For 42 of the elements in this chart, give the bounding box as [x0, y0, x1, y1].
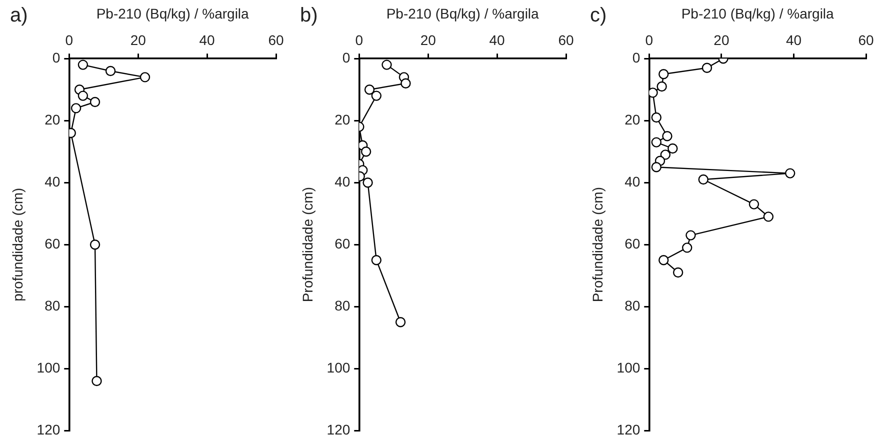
y-tick-label: 120: [326, 421, 350, 438]
x-tick-label: 20: [714, 32, 730, 48]
y-tick-label: 80: [624, 297, 640, 314]
y-tick-label: 100: [616, 359, 640, 376]
x-tick-label: 0: [65, 32, 74, 48]
x-axis-title: Pb-210 (Bq/kg) / %argila: [681, 5, 834, 22]
y-tick-label: 40: [334, 173, 350, 190]
x-tick-label: 0: [645, 32, 654, 48]
x-tick-label: 20: [420, 32, 436, 48]
y-tick-label: 40: [44, 173, 60, 190]
y-tick-label: 120: [36, 421, 60, 438]
chart-title: a): [10, 4, 28, 27]
y-tick-label: 60: [624, 235, 640, 252]
x-tick-label: 20: [130, 32, 146, 48]
y-tick-label: 120: [616, 421, 640, 438]
y-axis-title: profundidade (cm): [9, 188, 26, 302]
x-tick-label: 40: [786, 32, 802, 48]
x-tick-label: 0: [355, 32, 364, 48]
y-tick-label: 20: [334, 111, 350, 128]
y-tick-label: 0: [632, 49, 640, 66]
x-axis-title: Pb-210 (Bq/kg) / %argila: [96, 5, 250, 22]
y-tick-label: 60: [44, 235, 60, 252]
y-tick-label: 0: [52, 49, 60, 66]
x-tick-label: 40: [489, 32, 506, 48]
chart-title: b): [300, 4, 318, 27]
y-tick-label: 60: [334, 235, 350, 252]
y-axis-title: Profundidade (cm): [589, 187, 606, 302]
x-tick-label: 60: [268, 32, 284, 48]
x-axis-title: Pb-210 (Bq/kg) / %argila: [386, 5, 540, 22]
y-axis-title: Profundidade (cm): [299, 187, 316, 302]
y-tick-label: 40: [624, 173, 640, 190]
x-tick-label: 60: [558, 32, 574, 48]
y-tick-label: 100: [326, 359, 350, 376]
chart-title: c): [590, 4, 607, 27]
y-tick-label: 0: [342, 49, 350, 66]
y-tick-label: 100: [36, 359, 60, 376]
y-tick-label: 80: [44, 297, 60, 314]
y-tick-label: 80: [334, 297, 350, 314]
x-tick-label: 60: [858, 32, 874, 48]
y-tick-label: 20: [44, 111, 60, 128]
x-tick-label: 40: [199, 32, 216, 48]
y-tick-label: 20: [624, 111, 640, 128]
